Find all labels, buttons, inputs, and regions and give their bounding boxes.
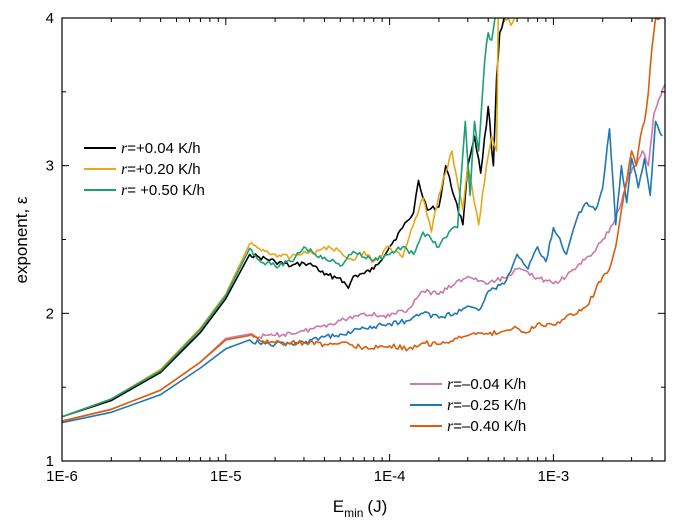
legend-label-variable: r xyxy=(447,418,454,435)
x-axis-title-unit: (J) xyxy=(367,497,387,516)
x-tick-label: 1E-5 xyxy=(210,468,242,485)
legend-label-value: =–0.25 K/h xyxy=(453,397,526,414)
y-tick-label: 1 xyxy=(46,453,54,470)
y-axis-ticks: 1 2 3 4 xyxy=(46,10,665,470)
series-line-3 xyxy=(62,18,496,418)
series-line-1 xyxy=(62,18,505,418)
series-line-6 xyxy=(62,18,661,422)
legend-label-value: =–0.04 K/h xyxy=(453,376,526,393)
legend-lower-right: r=–0.04 K/hr=–0.25 K/hr=–0.40 K/h xyxy=(410,376,526,435)
legend-label-value: =+0.20 K/h xyxy=(127,161,200,178)
series-layer xyxy=(62,18,665,424)
series-line-5 xyxy=(62,120,663,424)
legend-label: r=–0.04 K/h xyxy=(447,376,526,393)
legend-label-variable: r xyxy=(447,397,454,414)
y-tick-label: 3 xyxy=(46,158,54,175)
x-axis-title: Emin (J) xyxy=(333,497,388,520)
x-axis-title-subscript: min xyxy=(344,506,363,520)
x-tick-label: 1E-3 xyxy=(538,468,570,485)
y-tick-label: 2 xyxy=(46,305,54,322)
x-tick-label: 1E-4 xyxy=(374,468,406,485)
legend-label-value: = +0.50 K/h xyxy=(127,182,205,199)
legend-label: r=+0.04 K/h xyxy=(121,140,201,157)
legend-label: r=–0.40 K/h xyxy=(447,418,526,435)
legend-label-variable: r xyxy=(121,182,128,199)
x-axis-title-main: E xyxy=(333,497,344,516)
legend-label-variable: r xyxy=(121,140,128,157)
y-axis-title: exponent, ε xyxy=(12,196,31,283)
legend-label: r=+0.20 K/h xyxy=(121,161,201,178)
y-tick-label: 4 xyxy=(46,10,54,27)
legend-label-variable: r xyxy=(447,376,454,393)
legend-label-value: =+0.04 K/h xyxy=(127,140,200,157)
legend-label-variable: r xyxy=(121,161,128,178)
series-line-2 xyxy=(62,18,523,418)
series-line-4 xyxy=(62,84,665,422)
legend-upper-left: r=+0.04 K/hr=+0.20 K/hr= +0.50 K/h xyxy=(84,140,205,199)
x-tick-label: 1E-6 xyxy=(46,468,78,485)
legend-label: r= +0.50 K/h xyxy=(121,182,205,199)
legend-label-value: =–0.40 K/h xyxy=(453,418,526,435)
x-axis-ticks: 1E-6 1E-5 1E-4 1E-3 xyxy=(46,18,653,485)
legend-label: r=–0.25 K/h xyxy=(447,397,526,414)
